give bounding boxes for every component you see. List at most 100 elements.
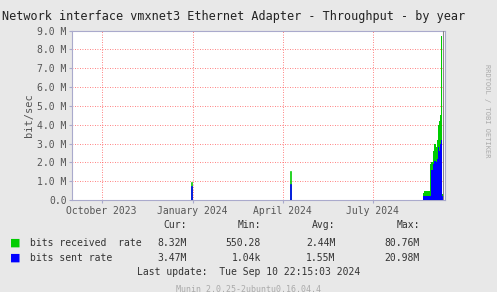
- Text: 1.04k: 1.04k: [232, 253, 261, 263]
- Bar: [434, 196, 435, 200]
- Bar: [430, 196, 431, 200]
- Text: Network interface vmxnet3 Ethernet Adapter - Throughput - by year: Network interface vmxnet3 Ethernet Adapt…: [2, 10, 465, 23]
- Bar: [437, 196, 439, 200]
- Bar: [435, 194, 436, 200]
- Bar: [438, 125, 439, 200]
- Bar: [425, 196, 427, 200]
- Bar: [439, 151, 440, 200]
- Text: Cur:: Cur:: [163, 220, 186, 230]
- Bar: [423, 191, 425, 200]
- Bar: [432, 166, 433, 200]
- Text: 8.32M: 8.32M: [157, 238, 186, 248]
- Bar: [439, 144, 441, 200]
- Bar: [441, 196, 443, 200]
- Bar: [431, 162, 433, 200]
- Bar: [433, 170, 435, 200]
- Bar: [440, 115, 442, 200]
- Text: Max:: Max:: [397, 220, 420, 230]
- Bar: [424, 197, 426, 200]
- Bar: [425, 191, 427, 200]
- Bar: [439, 191, 441, 200]
- Text: ■: ■: [10, 238, 20, 248]
- Bar: [430, 170, 432, 200]
- Bar: [427, 196, 429, 200]
- Bar: [440, 147, 442, 200]
- Bar: [428, 196, 429, 200]
- Bar: [425, 196, 426, 200]
- Bar: [434, 161, 436, 200]
- Bar: [431, 196, 433, 200]
- Bar: [431, 191, 432, 200]
- Bar: [424, 191, 425, 200]
- Text: 2.44M: 2.44M: [306, 238, 335, 248]
- Bar: [438, 198, 440, 200]
- Text: Last update:  Tue Sep 10 22:15:03 2024: Last update: Tue Sep 10 22:15:03 2024: [137, 267, 360, 277]
- Bar: [435, 153, 436, 200]
- Bar: [425, 197, 426, 200]
- Bar: [436, 191, 438, 200]
- Bar: [427, 197, 429, 200]
- Bar: [432, 196, 434, 200]
- Bar: [429, 191, 430, 200]
- Text: Min:: Min:: [238, 220, 261, 230]
- Bar: [435, 191, 437, 200]
- Bar: [424, 197, 426, 200]
- Bar: [431, 197, 433, 200]
- Text: ■: ■: [10, 253, 20, 263]
- Bar: [434, 196, 436, 200]
- Bar: [438, 155, 440, 200]
- Text: RRDTOOL / TOBI OETIKER: RRDTOOL / TOBI OETIKER: [484, 64, 490, 158]
- Bar: [436, 147, 437, 200]
- Text: bits sent rate: bits sent rate: [30, 253, 112, 263]
- Bar: [426, 191, 427, 200]
- Bar: [433, 164, 434, 200]
- Bar: [436, 162, 437, 200]
- Bar: [429, 192, 430, 200]
- Bar: [439, 197, 441, 200]
- Bar: [442, 196, 444, 200]
- Bar: [423, 193, 425, 200]
- Bar: [430, 196, 431, 200]
- Bar: [437, 196, 439, 200]
- Bar: [438, 196, 439, 200]
- Bar: [429, 197, 430, 200]
- Bar: [434, 191, 436, 200]
- Bar: [429, 195, 431, 200]
- Bar: [433, 151, 434, 200]
- Bar: [424, 197, 426, 200]
- Bar: [433, 197, 435, 200]
- Text: Avg:: Avg:: [312, 220, 335, 230]
- Bar: [430, 193, 432, 200]
- Bar: [431, 170, 433, 200]
- Bar: [442, 194, 444, 200]
- Bar: [440, 196, 441, 200]
- Bar: [423, 198, 425, 200]
- Bar: [423, 196, 425, 200]
- Bar: [428, 197, 429, 200]
- Bar: [432, 191, 434, 200]
- Text: 20.98M: 20.98M: [385, 253, 420, 263]
- Bar: [436, 191, 437, 200]
- Bar: [437, 140, 438, 200]
- Bar: [426, 196, 428, 200]
- Text: 3.47M: 3.47M: [157, 253, 186, 263]
- Bar: [430, 164, 431, 200]
- Text: Munin 2.0.25-2ubuntu0.16.04.4: Munin 2.0.25-2ubuntu0.16.04.4: [176, 285, 321, 292]
- Bar: [435, 166, 436, 200]
- Bar: [424, 196, 425, 200]
- Bar: [440, 196, 442, 200]
- Bar: [424, 191, 426, 200]
- Bar: [427, 191, 428, 200]
- Bar: [432, 196, 434, 200]
- Text: 80.76M: 80.76M: [385, 238, 420, 248]
- Bar: [428, 197, 429, 200]
- Bar: [441, 140, 442, 200]
- Bar: [434, 144, 436, 200]
- Bar: [438, 191, 440, 200]
- Bar: [430, 197, 432, 200]
- Bar: [439, 121, 440, 200]
- Bar: [435, 196, 436, 200]
- Bar: [432, 174, 433, 200]
- Bar: [428, 196, 429, 200]
- Bar: [436, 196, 438, 200]
